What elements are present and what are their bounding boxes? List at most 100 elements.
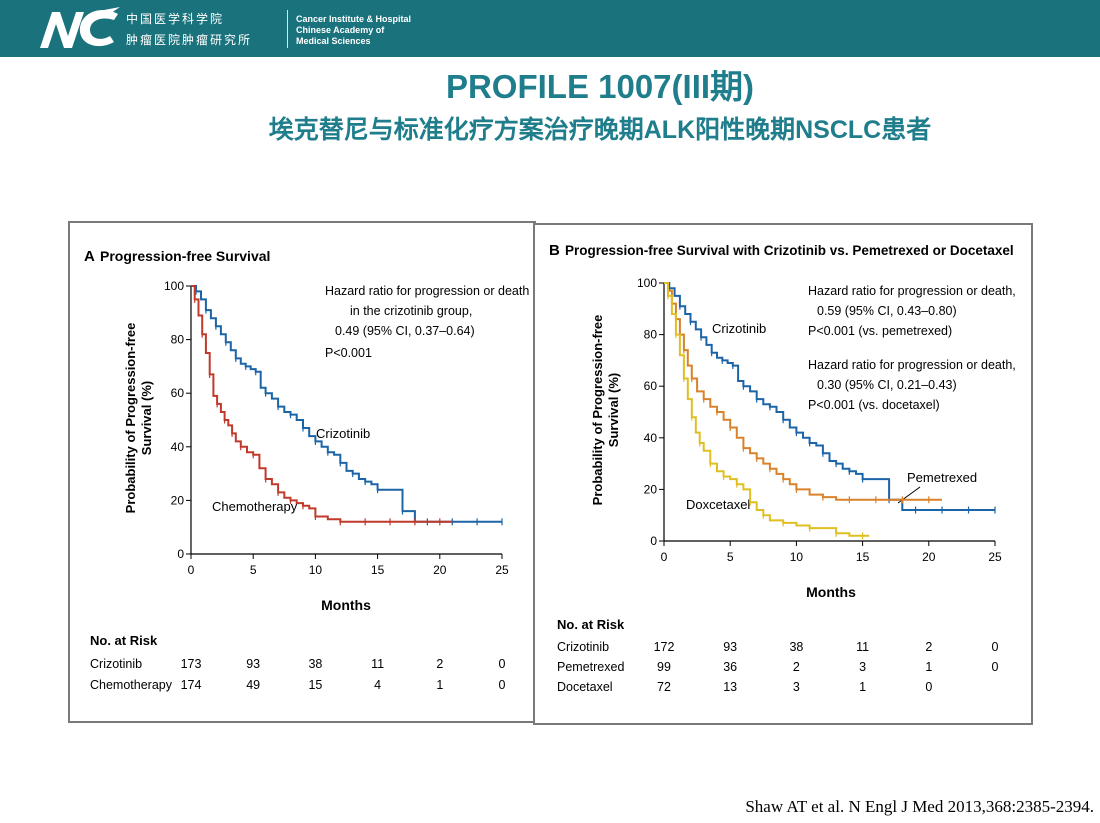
y-tick-label: 0: [177, 547, 184, 561]
risk-table-value: 38: [789, 640, 803, 654]
panel-a-letter: A: [84, 248, 95, 265]
risk-table-value: 174: [181, 678, 202, 692]
x-tick-label: 15: [371, 563, 385, 577]
org-name-en-line2: Chinese Academy of: [296, 25, 385, 35]
panel-a-annotation-line: 0.49 (95% CI, 0.37–0.64): [335, 324, 475, 338]
x-tick-label: 25: [495, 563, 509, 577]
x-tick-label: 10: [790, 550, 804, 564]
x-tick-label: 5: [727, 550, 734, 564]
y-tick-label: 20: [171, 493, 185, 507]
risk-table-value: 0: [925, 680, 932, 694]
institute-logo-icon: [40, 7, 120, 48]
panel-b-annotation-line: P<0.001 (vs. pemetrexed): [808, 324, 952, 338]
y-tick-label: 0: [650, 534, 657, 548]
risk-table-value: 2: [436, 657, 443, 671]
panel-a-xlabel: Months: [321, 597, 371, 613]
panel-a-annotation-line: P<0.001: [325, 346, 372, 360]
risk-table-value: 0: [992, 640, 999, 654]
x-tick-label: 25: [988, 550, 1002, 564]
org-name-cn-line2: 肿瘤医院肿瘤研究所: [126, 33, 253, 47]
km-curve-crizotinib: [191, 285, 502, 523]
y-tick-label: 40: [644, 431, 658, 445]
panel-b-xlabel: Months: [806, 584, 856, 600]
x-tick-label: 10: [309, 563, 323, 577]
panel-b-letter: B: [549, 242, 560, 259]
panel-b-ylabel-line2: Survival (%): [606, 373, 621, 447]
x-tick-label: 20: [922, 550, 936, 564]
risk-table-value: 1: [859, 680, 866, 694]
y-tick-label: 60: [644, 379, 658, 393]
risk-table-value: 1: [436, 678, 443, 692]
series-label-chemotherapy: Chemotherapy: [212, 499, 298, 514]
panel-b-annotation-line: P<0.001 (vs. docetaxel): [808, 398, 940, 412]
y-tick-label: 100: [164, 279, 184, 293]
risk-row-label: Docetaxel: [557, 680, 613, 694]
panel-b-annotation-line: Hazard ratio for progression or death,: [808, 284, 1016, 298]
risk-table-value: 15: [308, 678, 322, 692]
panel-b-annotation-line: 0.30 (95% CI, 0.21–0.43): [817, 378, 957, 392]
risk-table-value: 72: [657, 680, 671, 694]
y-tick-label: 60: [171, 386, 185, 400]
km-curve-doxcetaxel: [664, 282, 870, 537]
org-name-en-line1: Cancer Institute & Hospital: [296, 14, 412, 24]
x-tick-label: 15: [856, 550, 870, 564]
risk-row-label: Pemetrexed: [557, 660, 624, 674]
risk-table-value: 11: [856, 640, 869, 654]
panel-a-title: Progression-free Survival: [100, 248, 270, 264]
risk-table-value: 2: [925, 640, 932, 654]
panel-b: B Progression-free Survival with Crizoti…: [533, 223, 1033, 725]
risk-table-value: 93: [246, 657, 260, 671]
series-label-pemetrexed: Pemetrexed: [907, 470, 977, 485]
risk-table-value: 3: [859, 660, 866, 674]
panel-a-chart: A Progression-free Survival Probability …: [84, 248, 529, 692]
risk-table-title: No. at Risk: [557, 617, 625, 632]
slide-title: PROFILE 1007(III期): [445, 68, 755, 105]
citation: Shaw AT et al. N Engl J Med 2013,368:238…: [745, 797, 1094, 816]
x-tick-label: 20: [433, 563, 447, 577]
series-label-crizotinib: Crizotinib: [316, 426, 370, 441]
risk-table-value: 0: [992, 660, 999, 674]
series-label-doxcetaxel: Doxcetaxel: [686, 497, 750, 512]
series-label-crizotinib: Crizotinib: [712, 321, 766, 336]
org-name-cn-line1: 中国医学科学院: [126, 12, 225, 26]
panel-a: A Progression-free Survival Probability …: [68, 221, 536, 723]
x-tick-label: 0: [188, 563, 195, 577]
panel-b-annotation-line: Hazard ratio for progression or death,: [808, 358, 1016, 372]
panel-a-annotation-line: in the crizotinib group,: [350, 304, 472, 318]
panel-a-ylabel-line1: Probability of Progression-free: [123, 323, 138, 514]
logo-divider: [287, 10, 288, 48]
panel-a-annotation-line: Hazard ratio for progression or death: [325, 284, 529, 298]
org-name-en-line3: Medical Sciences: [296, 36, 371, 46]
panel-a-ylabel-line2: Survival (%): [139, 381, 154, 455]
slide-subtitle: 埃克替尼与标准化疗方案治疗晚期ALK阳性晚期NSCLC患者: [268, 116, 932, 144]
risk-table-value: 93: [723, 640, 737, 654]
risk-row-label: Chemotherapy: [90, 678, 173, 692]
risk-table-value: 4: [374, 678, 381, 692]
risk-table-value: 1: [925, 660, 932, 674]
risk-table-value: 13: [723, 680, 737, 694]
risk-row-label: Crizotinib: [557, 640, 609, 654]
risk-table-value: 49: [246, 678, 260, 692]
km-curve-crizotinib: [664, 282, 995, 511]
risk-table-value: 99: [657, 660, 671, 674]
panel-b-ylabel-line1: Probability of Progression-free: [590, 315, 605, 506]
risk-table-value: 0: [499, 657, 506, 671]
km-curve-chemotherapy: [191, 285, 453, 523]
risk-table-value: 36: [723, 660, 737, 674]
y-tick-label: 100: [637, 276, 657, 290]
header-bar: 中国医学科学院 肿瘤医院肿瘤研究所 Cancer Institute & Hos…: [0, 0, 1100, 57]
risk-row-label: Crizotinib: [90, 657, 142, 671]
y-tick-label: 80: [644, 328, 658, 342]
risk-table-title: No. at Risk: [90, 633, 158, 648]
x-tick-label: 0: [661, 550, 668, 564]
risk-table-value: 3: [793, 680, 800, 694]
y-tick-label: 80: [171, 333, 185, 347]
risk-table-value: 38: [308, 657, 322, 671]
risk-table-value: 11: [371, 657, 384, 671]
panel-b-chart: B Progression-free Survival with Crizoti…: [549, 242, 1016, 694]
panel-b-title: Progression-free Survival with Crizotini…: [565, 243, 1014, 258]
risk-table-value: 0: [499, 678, 506, 692]
y-tick-label: 20: [644, 482, 658, 496]
risk-table-value: 173: [181, 657, 202, 671]
risk-table-value: 2: [793, 660, 800, 674]
